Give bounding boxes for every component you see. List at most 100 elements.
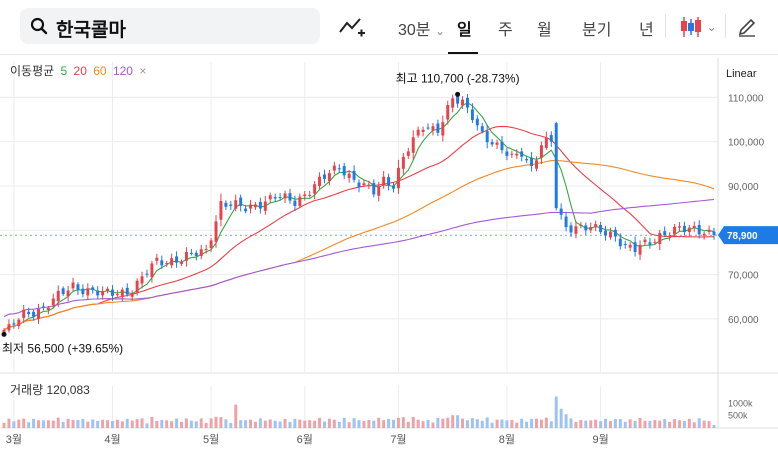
candle — [229, 201, 233, 211]
candle-body — [678, 226, 681, 228]
candle — [436, 119, 440, 137]
candle-body — [456, 96, 460, 104]
candle — [618, 233, 622, 250]
volume-bar — [120, 421, 124, 428]
candle — [530, 151, 534, 172]
candle-body — [396, 167, 400, 189]
candle — [539, 141, 543, 165]
volume-bar — [613, 419, 617, 428]
candle — [115, 290, 119, 297]
volume-bar — [436, 417, 440, 428]
volume-bar — [633, 421, 637, 428]
candle-body — [525, 158, 529, 161]
pencil-icon[interactable] — [737, 17, 757, 37]
search-box[interactable]: 한국콜마 — [20, 8, 320, 44]
volume-bar — [589, 420, 593, 428]
ma-legend-120: 120 — [112, 64, 133, 78]
search-query[interactable]: 한국콜마 — [56, 20, 126, 41]
volume-bar — [549, 421, 553, 428]
candle-body — [485, 131, 489, 143]
moving-average-legend[interactable]: 이동평균 5 20 60 120 × — [10, 62, 149, 79]
volume-bar — [66, 418, 70, 428]
volume-bar — [465, 420, 469, 428]
candle-body — [234, 200, 238, 209]
candle — [613, 226, 617, 242]
candle — [470, 103, 474, 124]
candle-body — [387, 177, 391, 186]
volume-bar — [145, 423, 149, 428]
candle — [707, 225, 711, 235]
volume-bar — [189, 420, 193, 428]
scale-mode-toggle[interactable]: Linear — [726, 68, 757, 80]
candle — [12, 319, 16, 329]
volume-bar — [298, 419, 302, 428]
tab-month[interactable]: 월 — [537, 22, 552, 39]
candle-body — [505, 151, 509, 156]
drawing-tool-icon[interactable] — [338, 16, 366, 38]
candle — [263, 195, 267, 215]
interval-30m-select[interactable]: 30분 ⌄ — [398, 16, 445, 40]
candle-body — [584, 225, 588, 231]
candle-body — [318, 176, 322, 186]
candle — [520, 147, 524, 162]
candle-body — [589, 227, 593, 231]
volume-bar — [110, 421, 114, 428]
candle-body — [323, 174, 326, 179]
candle-body — [362, 183, 366, 186]
volume-bar — [387, 418, 391, 428]
candle-body — [41, 306, 45, 308]
volume-bar — [61, 421, 65, 428]
volume-bar — [692, 422, 696, 428]
volume-bar — [426, 419, 430, 428]
candle — [357, 179, 361, 193]
candle-body — [648, 242, 652, 245]
volume-bar — [165, 420, 169, 428]
candle — [594, 220, 598, 232]
volume-bar — [81, 418, 85, 428]
candle-body — [293, 200, 297, 206]
candle — [682, 221, 686, 236]
volume-bar — [7, 418, 11, 428]
volume-bar — [668, 421, 672, 428]
candle-body — [673, 226, 677, 235]
x-tick-label: 4월 — [104, 433, 120, 446]
candle-body — [692, 225, 696, 229]
candle-body — [189, 252, 193, 254]
candle — [91, 285, 95, 294]
candle — [702, 231, 706, 240]
candle-body — [71, 282, 75, 289]
volume-bar — [584, 420, 588, 428]
candle — [204, 244, 208, 254]
tab-day[interactable]: 일 — [457, 22, 472, 39]
candle — [687, 225, 691, 237]
volume-bar — [451, 415, 455, 428]
volume-bar — [12, 421, 16, 428]
candle-body — [2, 329, 6, 334]
candle-body — [219, 201, 223, 220]
candle-body — [135, 280, 139, 293]
candle — [244, 204, 248, 214]
candle — [51, 293, 55, 308]
candle-body — [46, 307, 50, 310]
candle — [337, 164, 341, 173]
close-icon[interactable]: × — [139, 64, 147, 78]
tab-quarter[interactable]: 분기 — [582, 22, 612, 39]
chart-type-select[interactable]: ⌄ — [680, 15, 717, 39]
ma-legend-5: 5 — [60, 64, 68, 78]
candle-body — [436, 123, 440, 133]
candle — [392, 182, 395, 193]
candle — [653, 238, 657, 245]
candle-body — [382, 176, 386, 186]
volume-bar — [382, 420, 386, 428]
volume-bar — [106, 420, 110, 428]
x-tick-label: 3월 — [6, 433, 22, 446]
tab-year[interactable]: 년 — [639, 22, 654, 39]
candle-body — [697, 224, 701, 235]
volume-bar — [599, 421, 603, 428]
volume-bar — [416, 419, 420, 428]
candle — [7, 319, 11, 333]
volume-bar — [362, 420, 366, 428]
candle — [599, 221, 603, 235]
tab-week[interactable]: 주 — [498, 22, 513, 39]
